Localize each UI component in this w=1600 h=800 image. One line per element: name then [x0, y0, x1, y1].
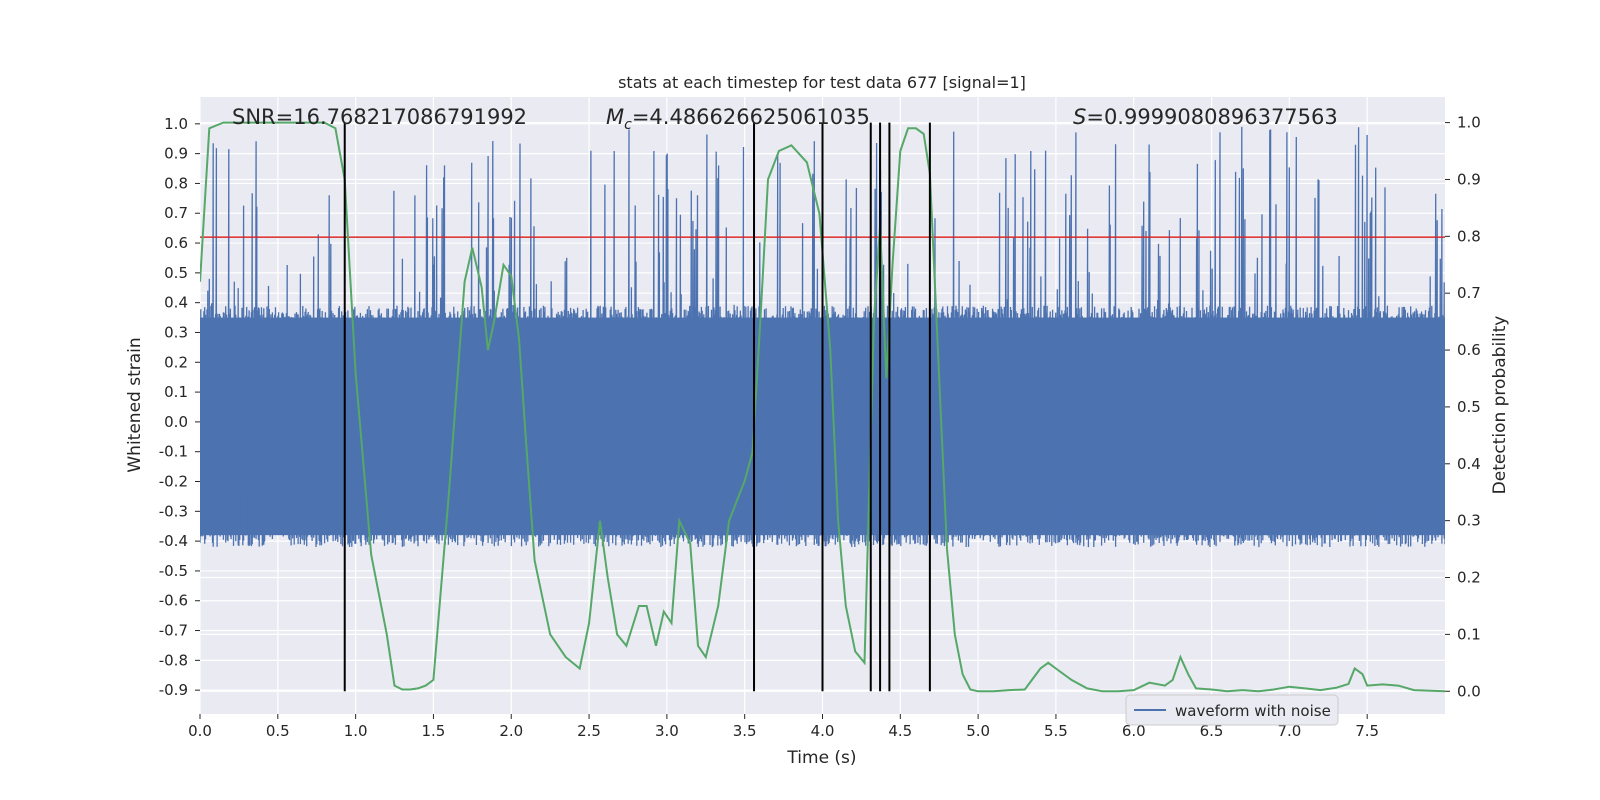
y2-tick-label: 0.1 — [1457, 625, 1481, 643]
y2-tick-label: 0.4 — [1457, 455, 1481, 473]
event-markers — [343, 122, 931, 692]
x-tick-label: 6.0 — [1122, 722, 1146, 740]
legend: waveform with noise — [1125, 694, 1339, 726]
y-axis-label: Whitened strain — [125, 337, 145, 472]
y-tick-label: -0.3 — [159, 502, 188, 520]
y2-tick-label: 0.2 — [1457, 569, 1481, 587]
y-tick-label: 0.4 — [164, 294, 188, 312]
x-tick-label: 7.5 — [1355, 722, 1379, 740]
y-tick-label: 1.0 — [164, 115, 188, 133]
x-axis-label: Time (s) — [786, 748, 856, 768]
y-tick-label: 0.1 — [164, 383, 188, 401]
x-tick-label: 6.5 — [1200, 722, 1224, 740]
probability-line — [200, 121, 1445, 693]
x-tick-label: 7.0 — [1277, 722, 1301, 740]
y-tick-label: -0.2 — [159, 473, 188, 491]
chirp-mass-subscript: c — [624, 117, 632, 133]
y2-tick-label: 0.5 — [1457, 398, 1481, 416]
s-value: =0.9999080896377563 — [1086, 105, 1337, 129]
y2-tick-label: 0.7 — [1457, 284, 1481, 302]
y-tick-label: 0.3 — [164, 323, 188, 341]
y-tick-label: -0.4 — [159, 532, 188, 550]
x-tick-label: 5.5 — [1044, 722, 1068, 740]
s-annotation: S=0.9999080896377563 — [1073, 105, 1338, 129]
chirp-mass-annotation: Mc=4.486626625061035 — [606, 105, 870, 133]
x-tick-label: 1.0 — [344, 722, 368, 740]
probability-group — [200, 121, 1445, 693]
y-tick-label: 0.5 — [164, 264, 188, 282]
y-tick-label: 0.7 — [164, 204, 188, 222]
y-tick-label: -0.9 — [159, 681, 188, 699]
y2-tick-label: 1.0 — [1457, 114, 1481, 132]
y-tick-label: -0.1 — [159, 443, 188, 461]
chart-title: stats at each timestep for test data 677… — [618, 73, 1026, 92]
y-tick-label: -0.6 — [159, 592, 188, 610]
y-tick-label: 0.0 — [164, 413, 188, 431]
y-tick-label: 0.9 — [164, 145, 188, 163]
x-tick-label: 4.5 — [888, 722, 912, 740]
x-tick-label: 0.5 — [266, 722, 290, 740]
y-tick-label: -0.5 — [159, 562, 188, 580]
y-axis-ticks: 1.0 0.9 0.8 0.7 0.6 0.5 0.4 0.3 0.2 0.1 0.0 -0.1 -0.… — [159, 115, 200, 699]
y2-tick-label: 0.0 — [1457, 682, 1481, 700]
s-symbol: S — [1073, 105, 1086, 129]
y2-tick-label: 0.8 — [1457, 227, 1481, 245]
x-tick-label: 0.0 — [188, 722, 212, 740]
y2-tick-label: 0.9 — [1457, 170, 1481, 188]
x-tick-label: 2.0 — [499, 722, 523, 740]
y2-tick-label: 0.6 — [1457, 341, 1481, 359]
snr-annotation: SNR=16.768217086791992 — [232, 105, 527, 129]
legend-label: waveform with noise — [1175, 702, 1331, 720]
y2-axis-ticks: 1.0 0.9 0.8 0.7 0.6 0.5 0.4 0.3 0.2 0.1 0.0 — [1445, 114, 1481, 700]
chirp-mass-value: =4.486626625061035 — [632, 105, 870, 129]
y-tick-label: -0.7 — [159, 622, 188, 640]
y-tick-label: -0.8 — [159, 651, 188, 669]
y2-tick-label: 0.3 — [1457, 512, 1481, 530]
x-tick-label: 5.0 — [966, 722, 990, 740]
x-tick-label: 3.0 — [655, 722, 679, 740]
x-axis-ticks: 0.0 0.5 1.0 1.5 2.0 2.5 3.0 3.5 4.0 4.5 5.0 5.5 6.0 6… — [188, 714, 1379, 740]
x-tick-label: 2.5 — [577, 722, 601, 740]
y-tick-label: 0.2 — [164, 353, 188, 371]
chirp-mass-symbol: M — [606, 105, 624, 129]
y-tick-label: 0.6 — [164, 234, 188, 252]
legend-box — [1125, 694, 1339, 726]
x-tick-label: 3.5 — [733, 722, 757, 740]
x-tick-label: 4.0 — [811, 722, 835, 740]
y-tick-label: 0.8 — [164, 174, 188, 192]
y2-axis-label: Detection probability — [1490, 316, 1510, 495]
x-tick-label: 1.5 — [422, 722, 446, 740]
